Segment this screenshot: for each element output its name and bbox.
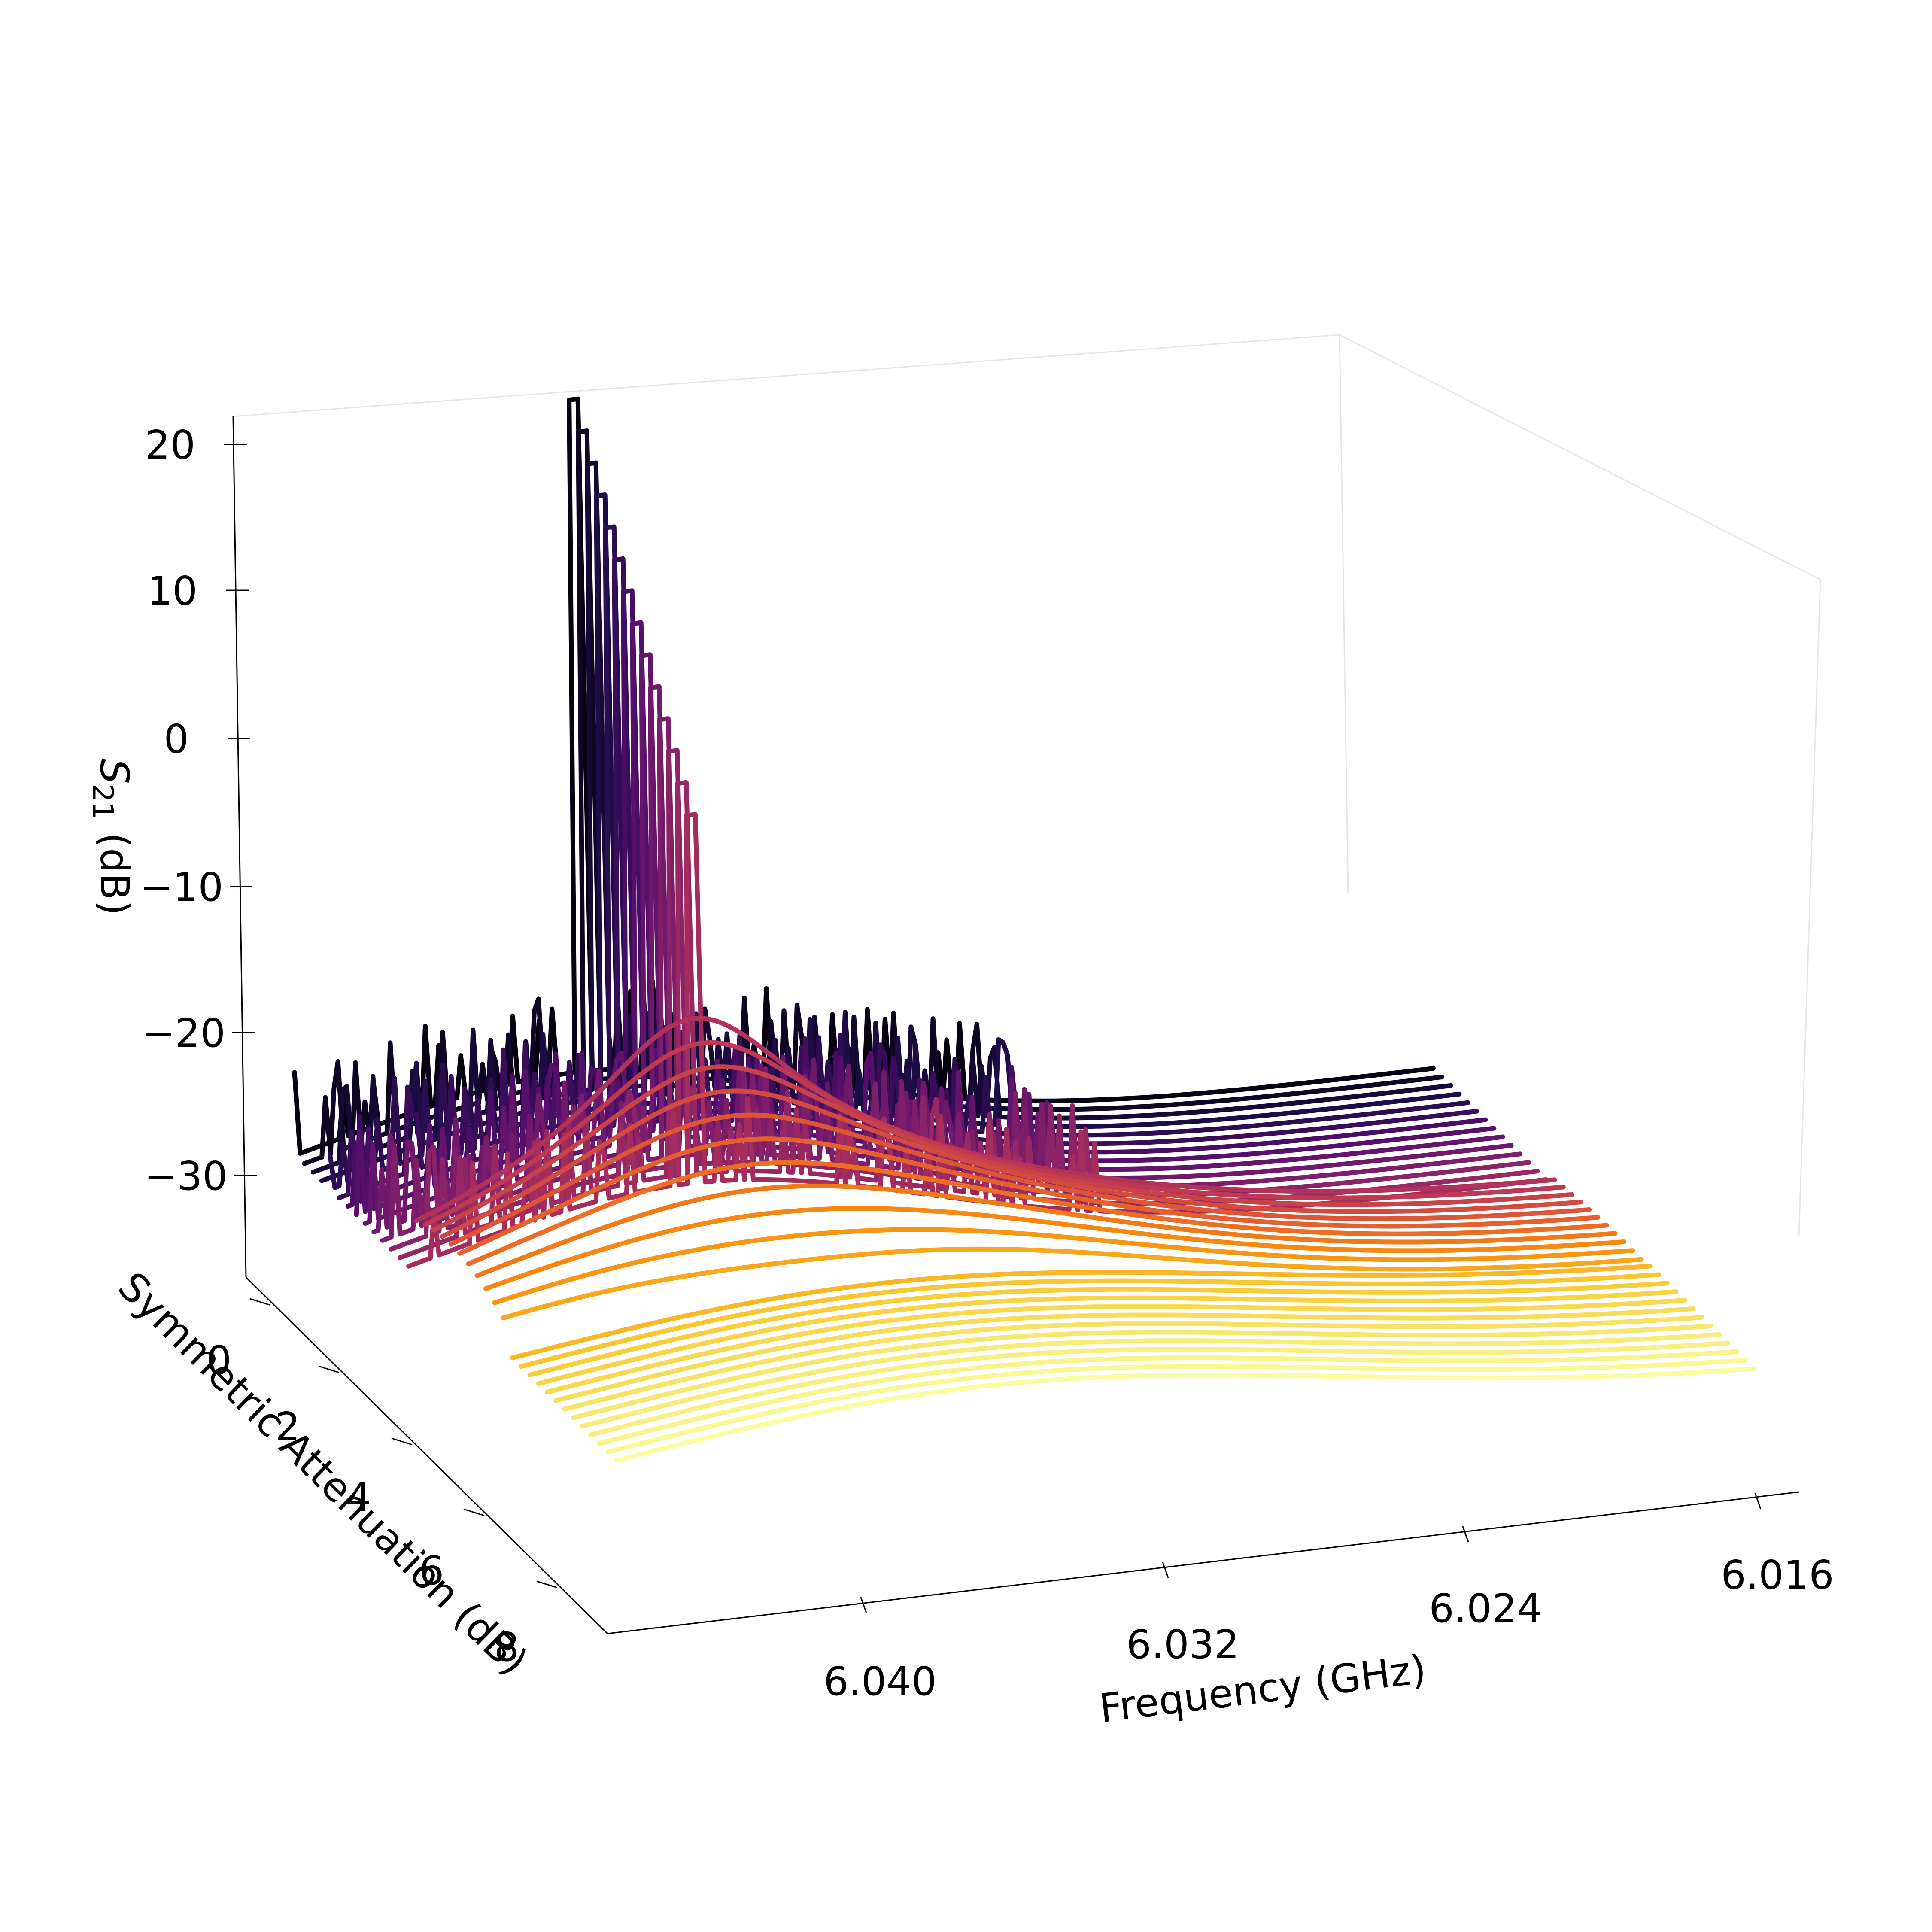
series-line-22 — [483, 1206, 1626, 1291]
series-line-34 — [588, 1340, 1731, 1437]
x-tick-mark-6.016 — [1754, 1493, 1762, 1510]
series-line-18 — [448, 1112, 1592, 1247]
series-line-0 — [292, 396, 1436, 1156]
x-tick-mark-6.040 — [860, 1597, 867, 1613]
series-line-36 — [605, 1358, 1748, 1455]
series-layer — [292, 396, 1756, 1463]
x-tick-label-6.024: 6.024 — [1429, 1586, 1542, 1631]
series-line-17 — [440, 1088, 1583, 1239]
series-line-25 — [510, 1264, 1653, 1361]
z-axis-ticks: 20 10 0 −10 −20 −30 — [140, 422, 257, 1199]
y-tick-mark-4 — [391, 1437, 413, 1446]
series-line-33 — [579, 1332, 1722, 1429]
z-tick-label-neg10: −10 — [140, 864, 223, 910]
pane-edges — [233, 334, 1821, 1237]
series-line-19 — [457, 1136, 1601, 1256]
series-line-29 — [545, 1298, 1687, 1394]
x-tick-label-6.016: 6.016 — [1721, 1552, 1834, 1598]
y-axis-title: Symmetric Attenuation (dB) — [109, 1263, 537, 1684]
series-line-28 — [536, 1289, 1679, 1386]
z-tick-label-20: 20 — [145, 422, 195, 468]
z-axis-title: S21 (dB) — [86, 759, 137, 916]
series-line-20 — [466, 1160, 1609, 1267]
pane-edge-right-top — [1339, 334, 1821, 580]
pane-edge-back-top — [233, 334, 1340, 417]
x-axis-line — [607, 1491, 1799, 1634]
z-axis-title-main: S — [91, 759, 137, 784]
series-line-23 — [492, 1227, 1635, 1305]
series-line-27 — [527, 1281, 1670, 1378]
z-axis-title-rest: (dB) — [91, 820, 137, 916]
series-line-32 — [571, 1323, 1713, 1420]
x-axis-ticks: 6.040 6.032 6.024 6.016 — [823, 1493, 1834, 1704]
y-axis-ticks: 0 2 4 6 8 — [207, 1298, 558, 1670]
z-tick-label-10: 10 — [147, 568, 197, 614]
y-tick-label-6: 6 — [419, 1548, 444, 1594]
y-tick-label-0: 0 — [207, 1337, 232, 1383]
z-tick-label-neg20: −20 — [142, 1010, 225, 1056]
z-axis-title-sub: 21 — [86, 784, 119, 820]
y-axis-line — [245, 1276, 608, 1634]
series-line-24 — [501, 1246, 1644, 1321]
z-tick-label-neg30: −30 — [144, 1153, 228, 1199]
x-tick-mark-6.032 — [1162, 1561, 1169, 1578]
pane-edge-back-vertical — [1339, 334, 1349, 893]
z-tick-label-0: 0 — [164, 716, 189, 762]
z-axis-line — [232, 416, 247, 1278]
series-line-15 — [422, 1040, 1566, 1227]
pane-edge-right-vertical — [1798, 579, 1821, 1237]
series-line-37 — [614, 1366, 1756, 1463]
y-tick-mark-8 — [536, 1580, 558, 1589]
x-tick-mark-6.024 — [1462, 1526, 1469, 1543]
series-line-31 — [562, 1315, 1704, 1412]
series-line-21 — [474, 1183, 1618, 1278]
x-tick-label-6.032: 6.032 — [1126, 1622, 1239, 1668]
series-line-16 — [431, 1064, 1574, 1233]
y-tick-label-2: 2 — [275, 1404, 301, 1450]
series-line-26 — [519, 1272, 1661, 1369]
y-tick-mark-0 — [249, 1298, 271, 1306]
y-tick-label-4: 4 — [346, 1475, 371, 1521]
x-tick-label-6.040: 6.040 — [823, 1659, 936, 1704]
y-tick-label-8: 8 — [494, 1624, 519, 1670]
series-line-35 — [597, 1349, 1739, 1446]
y-tick-mark-6 — [463, 1508, 485, 1516]
series-line-30 — [553, 1306, 1696, 1403]
y-tick-mark-2 — [318, 1365, 340, 1373]
axes-layer — [232, 416, 1799, 1634]
